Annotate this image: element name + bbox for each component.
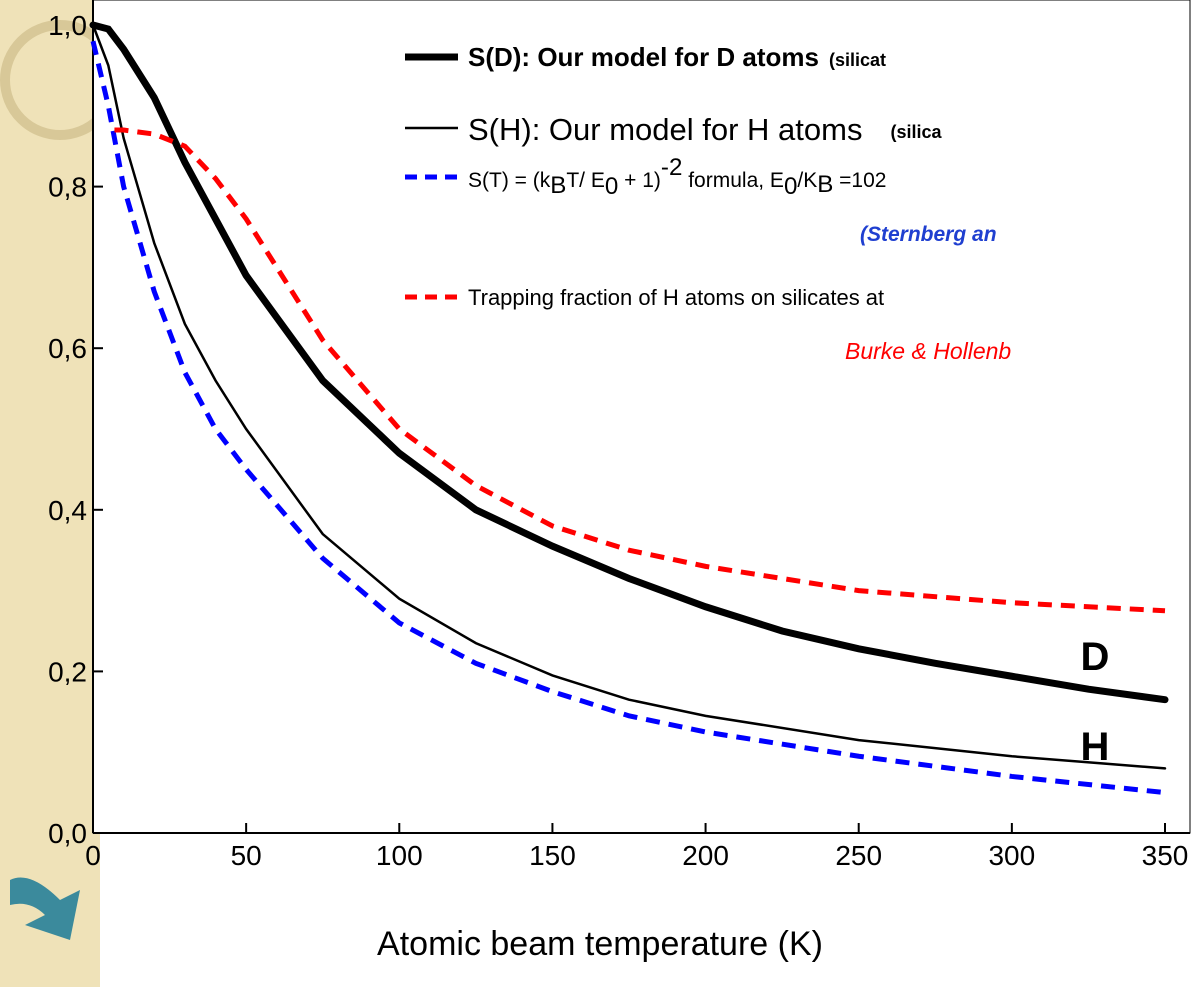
legend-label-part: /K (797, 169, 817, 192)
legend-label: S(T) = (kBT/ E0 + 1)-2 formula, E0/KB =1… (468, 154, 886, 200)
curve-label: H (1081, 725, 1110, 769)
y-tick-label: 0,6 (48, 333, 87, 364)
y-tick-label: 0,4 (48, 495, 87, 526)
x-axis-title: Atomic beam temperature (K) (377, 925, 823, 963)
series-line (89, 21, 1169, 704)
series-line (91, 23, 1167, 770)
legend-label: S(D): Our model for D atoms (468, 42, 819, 72)
legend-label-part: -2 (661, 154, 682, 181)
legend-label-part: B (817, 171, 833, 198)
legend-note: (silica (890, 122, 942, 142)
legend-label-part: + 1) (618, 169, 661, 192)
legend-label-part: B (550, 172, 566, 199)
legend-note: (silicat (829, 50, 886, 70)
decoration-arrow (10, 877, 80, 940)
legend-label-part: S(T) = (k (468, 169, 551, 192)
legend-note: Burke & Hollenb (845, 338, 1011, 364)
x-tick-label: 300 (988, 840, 1035, 871)
legend-label: Trapping fraction of H atoms on silicate… (468, 285, 884, 310)
x-tick-label: 50 (231, 840, 262, 871)
x-tick-label: 200 (682, 840, 729, 871)
y-tick-label: 0,0 (48, 818, 87, 849)
y-tick-label: 1,0 (48, 10, 87, 41)
legend-label: S(H): Our model for H atoms (468, 112, 862, 147)
series-line (114, 127, 1166, 614)
slide-strip (0, 0, 100, 987)
x-tick-label: 250 (835, 840, 882, 871)
legend-label-part: formula, E (682, 169, 784, 192)
curve-label: D (1081, 635, 1110, 679)
series-line (90, 40, 1166, 796)
x-tick-label: 0 (85, 840, 101, 871)
x-tick-label: 100 (376, 840, 423, 871)
x-tick-label: 350 (1142, 840, 1189, 871)
x-tick-label: 150 (529, 840, 576, 871)
legend-note: (Sternberg an (860, 223, 997, 246)
y-tick-label: 0,2 (48, 656, 87, 687)
legend-label-part: =102 (833, 169, 886, 192)
legend-label-part: T/ E (566, 169, 605, 192)
legend-label-part: 0 (605, 173, 618, 200)
legend-label-part: 0 (784, 173, 797, 200)
y-tick-label: 0,8 (48, 172, 87, 203)
